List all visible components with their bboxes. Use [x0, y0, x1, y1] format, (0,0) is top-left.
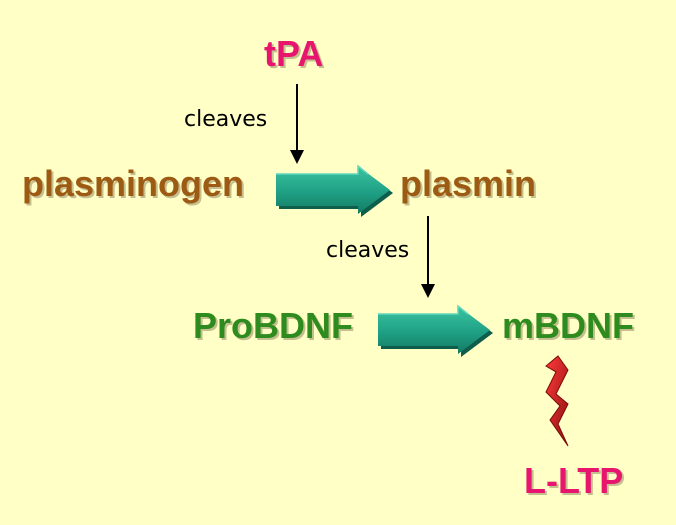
lightning-bolt-icon: [545, 355, 569, 447]
node-plasminogen: plasminogen: [22, 163, 245, 204]
down-arrow-icon: [421, 216, 435, 298]
edge-label-cleaves-1: cleaves: [184, 107, 268, 132]
down-arrow-icon: [290, 84, 304, 164]
node-probdnf: ProBDNF: [193, 305, 353, 346]
block-arrow-icon: [378, 304, 493, 357]
node-mbdnf: mBDNF: [502, 305, 634, 346]
node-plasmin: plasmin: [400, 163, 537, 204]
node-lltp: L-LTP: [524, 460, 624, 501]
block-arrow-icon: [276, 164, 393, 217]
node-tpa: tPA: [264, 33, 324, 74]
edge-label-cleaves-2: cleaves: [326, 238, 410, 263]
